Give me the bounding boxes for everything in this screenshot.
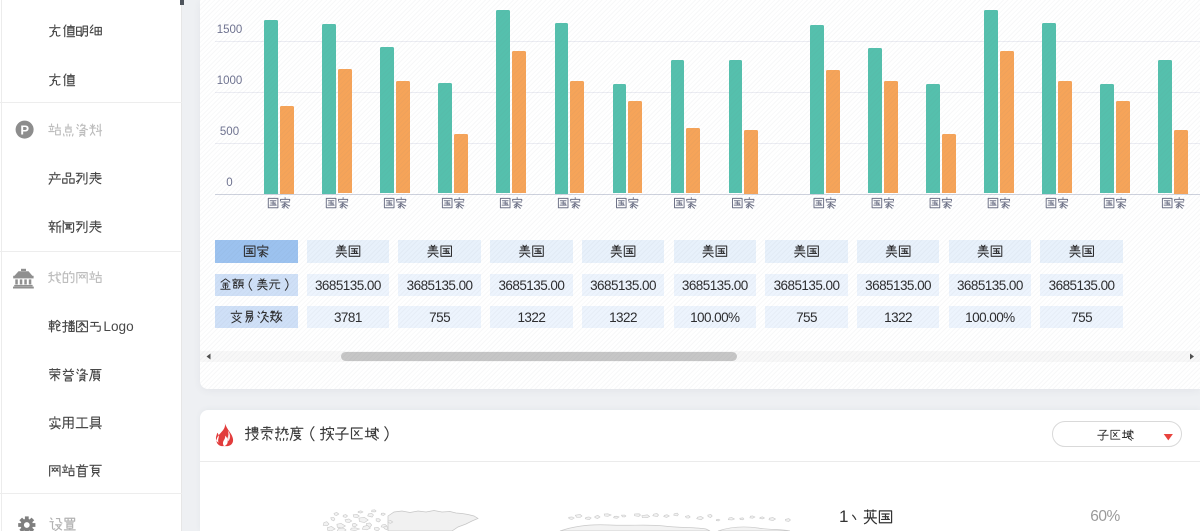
- svg-text:P: P: [20, 123, 29, 138]
